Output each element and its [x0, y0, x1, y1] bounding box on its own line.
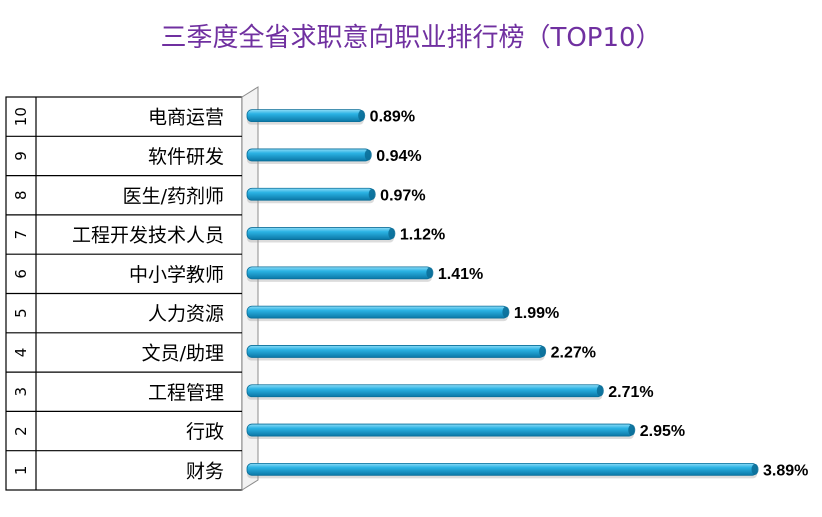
- value-label: 2.95%: [640, 423, 685, 440]
- rank-label: 1: [12, 466, 30, 476]
- category-label: 人力资源: [148, 303, 224, 325]
- category-rows: 10 电商运营 9 软件研发 8 医生/药剂师 7 工程开发技术人员 6 中小学教师 5 人力资源 4 文…: [12, 107, 224, 483]
- value-label: 3.89%: [763, 462, 808, 479]
- bar: [246, 266, 434, 282]
- value-label: 0.94%: [376, 148, 421, 165]
- category-label: 行政: [186, 421, 224, 443]
- chart-title: 三季度全省求职意向职业排行榜（TOP10）: [160, 23, 661, 53]
- value-label: 0.89%: [370, 109, 415, 126]
- category-label: 文员/助理: [142, 342, 224, 364]
- bar-series: 0.89% 0.94% 0.97% 1.12% 1.41% 1.99% 2.27% 2.71%…: [246, 109, 808, 479]
- bar: [246, 148, 372, 164]
- value-label: 2.27%: [551, 344, 596, 361]
- value-label: 2.71%: [608, 384, 653, 401]
- rank-label: 3: [12, 387, 30, 397]
- rank-label: 4: [12, 348, 30, 358]
- bar: [246, 305, 510, 322]
- rank-label: 9: [12, 151, 30, 161]
- rank-label: 8: [12, 190, 30, 200]
- category-label: 医生/药剂师: [123, 185, 224, 207]
- value-label: 0.97%: [380, 187, 425, 204]
- value-label: 1.99%: [514, 305, 559, 322]
- bar: [246, 384, 604, 400]
- value-label: 1.41%: [438, 266, 483, 283]
- rank-label: 6: [12, 269, 30, 279]
- category-label: 中小学教师: [129, 264, 224, 286]
- value-label: 1.12%: [400, 227, 445, 244]
- rank-label: 2: [12, 426, 30, 436]
- category-label: 工程开发技术人员: [72, 225, 224, 247]
- bar: [246, 423, 636, 440]
- bar: [246, 227, 396, 243]
- rank-label: 5: [12, 308, 30, 318]
- category-label: 工程管理: [148, 382, 224, 404]
- bar: [246, 462, 759, 479]
- category-label: 软件研发: [148, 146, 224, 168]
- category-label: 财务: [186, 460, 224, 482]
- bar: [246, 109, 366, 125]
- bar: [246, 345, 547, 361]
- bar: [246, 187, 376, 204]
- category-label: 电商运营: [148, 107, 224, 129]
- rank-label: 10: [12, 107, 30, 126]
- rank-label: 7: [12, 230, 30, 240]
